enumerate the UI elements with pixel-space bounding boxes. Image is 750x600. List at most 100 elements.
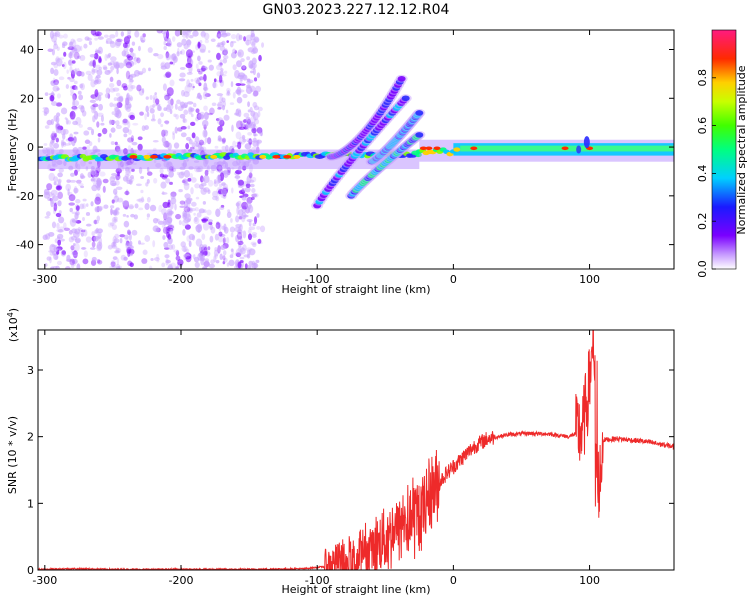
spectrogram-cell xyxy=(87,126,93,131)
spectrogram-cell xyxy=(184,193,191,200)
spectrogram-cell xyxy=(50,67,55,75)
spectrogram-cell xyxy=(223,114,230,121)
spectrogram-cell xyxy=(215,195,220,202)
spectrogram-cell xyxy=(187,177,192,182)
spectrogram-cell xyxy=(211,102,217,107)
spectrogram-cell xyxy=(111,241,117,247)
spectrogram-cell xyxy=(94,76,99,82)
spectrogram-cell xyxy=(252,242,257,248)
spectrogram-cell xyxy=(114,250,120,254)
spectrogram-cell xyxy=(110,261,116,267)
spectrogram-cell xyxy=(105,37,113,45)
spectrogram-cell xyxy=(206,219,213,223)
spectrogram-cell xyxy=(94,196,102,205)
spectrogram-cell xyxy=(115,61,120,65)
spectrogram-cell xyxy=(99,171,106,177)
spectrogram-cell xyxy=(230,81,234,88)
spectrogram-cell xyxy=(129,79,134,83)
spectrogram-cell xyxy=(53,176,59,183)
spectrogram-cell xyxy=(161,136,167,144)
spectrogram-cell xyxy=(187,207,193,214)
spectrogram-cell xyxy=(172,131,175,136)
spectrogram-cell xyxy=(71,68,78,75)
spectrogram-cell xyxy=(183,246,187,253)
spectrogram-cell xyxy=(129,262,134,268)
spectrogram-cell xyxy=(110,176,115,179)
spectrogram-cell xyxy=(141,258,148,264)
spectrogram-cell xyxy=(251,231,258,236)
spectrogram-cell xyxy=(202,177,206,182)
spectrogram-cell xyxy=(131,229,138,236)
spectrogram-cell xyxy=(136,84,142,92)
spectrogram-cell xyxy=(220,68,224,72)
spectrogram-cell xyxy=(51,130,56,135)
spectrogram-cell xyxy=(203,246,208,256)
spectrogram-cell xyxy=(80,71,85,77)
spectrogram-cell xyxy=(156,253,160,260)
spectrogram-cell xyxy=(93,235,99,242)
x-tick-label: 100 xyxy=(579,574,600,587)
spectrogram-cell xyxy=(63,227,71,231)
spectrogram-cell xyxy=(84,139,91,144)
spectrogram-cell xyxy=(111,173,118,177)
spectrogram-cell xyxy=(249,34,256,41)
spectrogram-cell xyxy=(152,225,159,233)
spectrogram-cell xyxy=(193,216,200,225)
spectrogram-cell xyxy=(125,61,133,69)
spectrogram-cell xyxy=(77,55,81,59)
spectrogram-cell xyxy=(244,143,252,150)
spectrogram-cell xyxy=(199,43,207,53)
spectrogram-cell xyxy=(217,125,223,132)
spectrogram-cell xyxy=(183,211,191,219)
spectrogram-cell xyxy=(113,195,120,203)
spectrogram-cell xyxy=(137,45,141,52)
spectrogram-cell xyxy=(50,198,54,208)
spectrogram-cell xyxy=(216,103,222,107)
spectrogram-cell xyxy=(245,39,250,46)
spectrogram-cell xyxy=(153,257,160,262)
spectrogram-cell xyxy=(198,208,205,214)
spectrogram-cell xyxy=(181,219,189,227)
spectrogram-cell xyxy=(111,182,117,187)
spectrogram-cell xyxy=(124,190,130,196)
spectrogram-cell xyxy=(221,182,226,186)
spectrogram-cell xyxy=(187,125,191,130)
spectrogram-cell xyxy=(84,36,90,41)
spectrogram-cell xyxy=(70,172,76,177)
spectrogram-cell xyxy=(126,180,132,185)
spectrogram-cell xyxy=(115,207,120,211)
spectrogram-cell xyxy=(230,52,237,59)
spectrogram-cell xyxy=(248,60,254,69)
spectrogram-cell xyxy=(130,135,135,143)
spectrogram-cell xyxy=(162,141,170,147)
spectrogram-cell xyxy=(127,84,134,92)
spectrogram-cell xyxy=(199,76,204,81)
spectrogram-cell xyxy=(169,79,175,87)
spectrogram-cell xyxy=(128,240,133,247)
spectrogram-cell xyxy=(203,130,208,138)
spectrogram-cell xyxy=(204,259,209,268)
spectrogram-cell xyxy=(235,248,243,257)
spectrogram-cell xyxy=(252,67,256,76)
spectrogram-cell xyxy=(239,256,245,260)
colorbar-tick-label: 0.4 xyxy=(696,165,709,183)
spectrogram-cell xyxy=(133,57,139,62)
spectrogram-cell xyxy=(214,253,218,259)
spectrogram-cell xyxy=(192,30,199,37)
spectrogram-cell xyxy=(253,77,258,82)
spectrogram-cell xyxy=(131,168,135,172)
spectrogram-cell xyxy=(197,223,202,230)
spectrogram-cell xyxy=(90,30,97,36)
spectrogram-cell xyxy=(165,178,171,184)
spectrogram-cell xyxy=(74,228,81,235)
spectrogram-cell xyxy=(160,123,164,128)
spectrogram-cell xyxy=(251,234,257,238)
spectrogram-cell xyxy=(208,50,211,53)
spectrogram-cell xyxy=(164,254,170,259)
spectrogram-cell xyxy=(124,101,132,110)
spectrogram-cell xyxy=(91,241,96,248)
spectrogram-cell xyxy=(100,115,104,123)
spectrogram-cell xyxy=(85,236,92,243)
spectrogram-x-label: Height of straight line (km) xyxy=(281,283,430,296)
spectrogram-cell xyxy=(195,224,203,233)
